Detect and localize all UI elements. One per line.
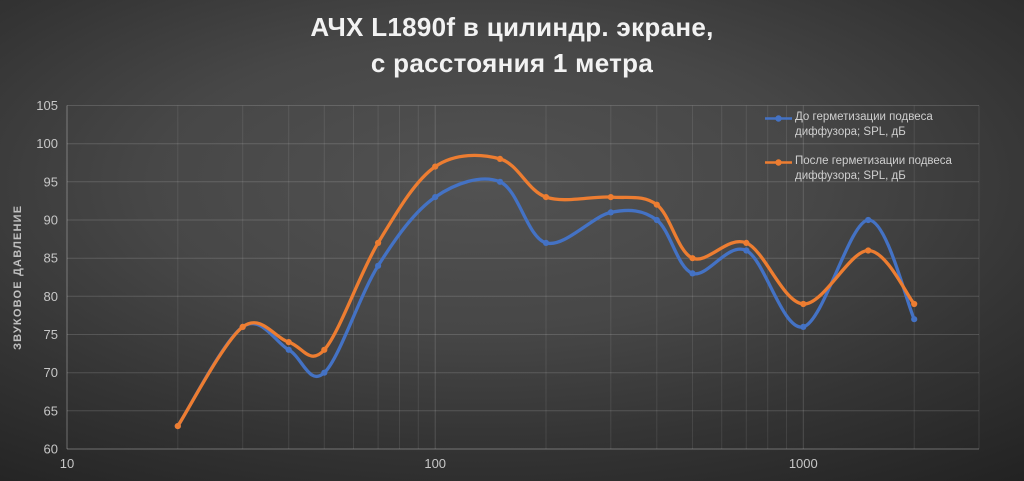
data-point <box>375 262 382 269</box>
y-tick-label: 70 <box>44 365 58 380</box>
data-point <box>653 216 660 224</box>
data-point <box>653 201 660 208</box>
data-point <box>911 316 918 323</box>
legend: До герметизации подвеса диффузора; SPL, … <box>764 110 952 184</box>
data-point <box>542 239 550 246</box>
data-point <box>496 178 504 185</box>
data-point <box>800 300 807 308</box>
legend-label-before-line1: До герметизации подвеса <box>795 111 933 123</box>
chart-title-line1: АЧХ L1890f в цилиндр. экране, <box>310 12 714 42</box>
chart-title-line2: с расстояния 1 метра <box>370 48 654 78</box>
data-point <box>174 423 181 430</box>
legend-line-marker-icon <box>765 115 792 122</box>
data-point <box>689 255 696 262</box>
data-point <box>607 209 614 216</box>
y-tick-label: 100 <box>36 136 58 151</box>
y-tick-label: 95 <box>44 174 58 189</box>
legend-item-after: После герметизации подвеса диффузора; SP… <box>764 154 952 184</box>
x-tick-label: 100 <box>424 456 446 471</box>
y-axis-title: ЗВУКОВОЕ ДАВЛЕНИЕ <box>12 205 24 350</box>
data-point <box>743 239 750 246</box>
legend-label-before-line2: диффузора; SPL, дБ <box>795 126 906 138</box>
data-point <box>743 247 750 254</box>
legend-line-marker-icon <box>765 159 792 166</box>
y-tick-label: 75 <box>44 327 58 342</box>
data-point <box>607 194 614 201</box>
y-tick-label: 90 <box>44 213 58 228</box>
data-point <box>689 270 696 277</box>
data-point <box>911 300 918 308</box>
x-tick-label: 1000 <box>789 456 818 471</box>
y-tick-label: 85 <box>44 251 58 266</box>
data-point <box>285 346 292 353</box>
data-point <box>321 346 328 353</box>
y-tick-label: 60 <box>44 442 58 457</box>
legend-label-before: До герметизации подвеса диффузора; SPL, … <box>795 110 933 140</box>
data-point <box>865 216 872 224</box>
y-tick-label: 80 <box>44 289 58 304</box>
y-tick-label: 105 <box>36 98 58 113</box>
data-point <box>321 369 328 376</box>
data-point <box>496 155 504 162</box>
data-point <box>542 194 550 201</box>
chart-title: АЧХ L1890f в цилиндр. экране, с расстоян… <box>0 9 1024 81</box>
series-line-after <box>176 153 916 428</box>
y-tick-label: 65 <box>44 403 58 418</box>
data-point <box>432 194 439 201</box>
data-point <box>239 323 246 330</box>
legend-label-after-line1: После герметизации подвеса <box>795 155 952 167</box>
legend-item-before: До герметизации подвеса диффузора; SPL, … <box>764 110 952 140</box>
data-point <box>865 247 872 254</box>
data-point <box>375 239 382 246</box>
x-tick-label: 10 <box>60 456 74 471</box>
legend-label-after-line2: диффузора; SPL, дБ <box>795 170 906 182</box>
data-point <box>432 163 439 170</box>
data-point <box>800 323 807 330</box>
data-point <box>285 339 292 346</box>
legend-label-after: После герметизации подвеса диффузора; SP… <box>795 154 952 184</box>
